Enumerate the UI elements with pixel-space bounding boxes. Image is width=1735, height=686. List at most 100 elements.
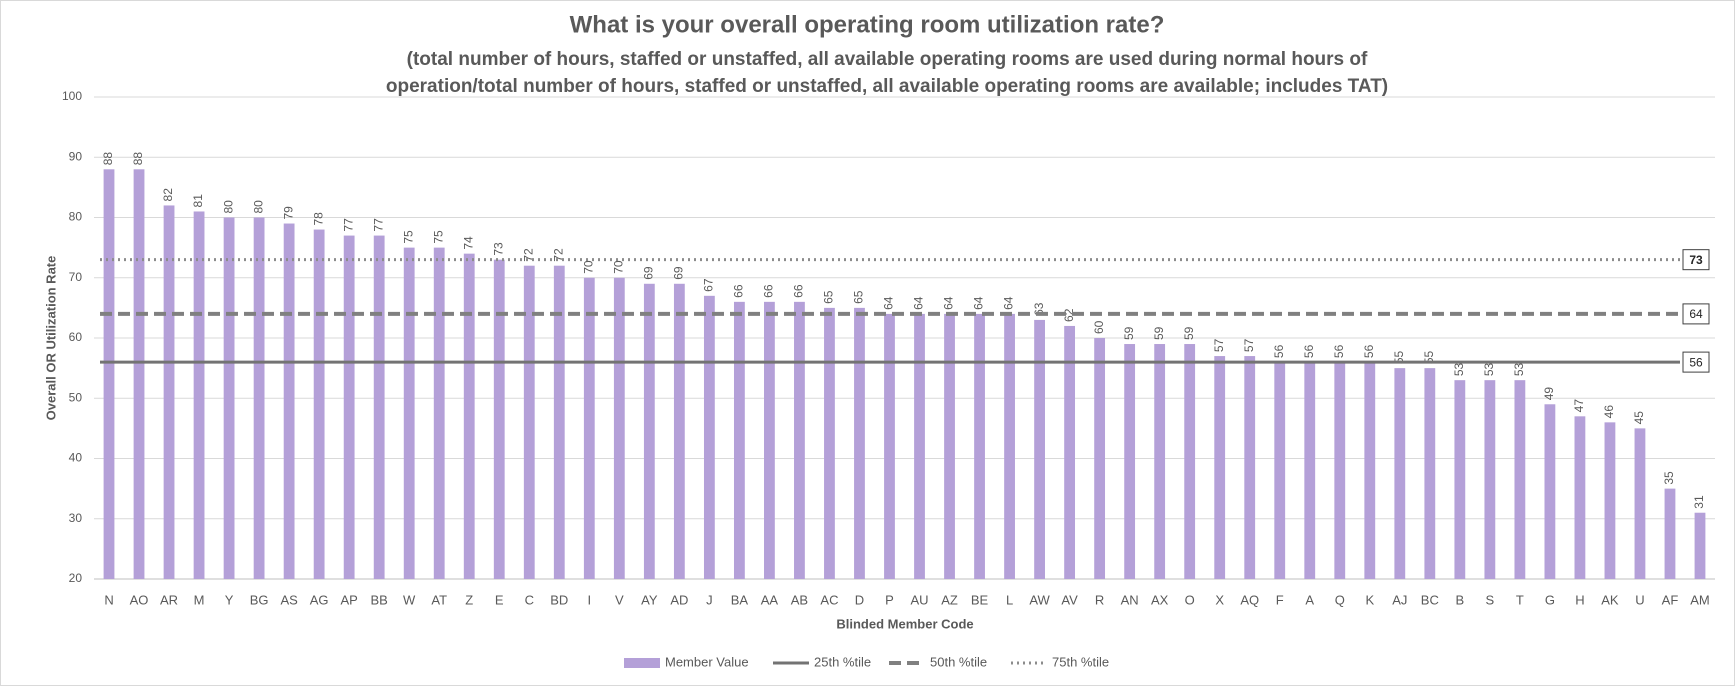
- bar: [283, 223, 295, 579]
- bar: [343, 235, 355, 579]
- x-tick-label: AC: [820, 592, 838, 607]
- data-label: 82: [161, 188, 175, 202]
- data-label: 66: [792, 284, 806, 298]
- bar: [854, 307, 865, 579]
- bar: [673, 283, 685, 579]
- legend-label: 75th %tile: [1052, 654, 1109, 669]
- bar: [733, 301, 745, 579]
- data-label: 53: [1452, 363, 1466, 377]
- data-label: 56: [1272, 344, 1286, 358]
- legend-swatch: [624, 658, 660, 668]
- x-tick-label: L: [1006, 592, 1013, 607]
- chart-subtitle: (total number of hours, staffed or unsta…: [407, 49, 1368, 70]
- bar: [1394, 368, 1406, 579]
- data-label: 65: [852, 290, 866, 304]
- bar: [313, 229, 325, 580]
- x-tick-label: T: [1516, 592, 1524, 607]
- data-label: 65: [822, 290, 836, 304]
- data-label: 57: [1242, 338, 1256, 352]
- legend-label: Member Value: [665, 654, 749, 669]
- y-tick-label: 30: [69, 511, 83, 525]
- x-tick-label: AX: [1151, 592, 1169, 607]
- data-label: 66: [762, 284, 776, 298]
- x-tick-label: AN: [1121, 592, 1139, 607]
- bar: [1214, 356, 1226, 579]
- y-tick-label: 90: [69, 149, 83, 163]
- x-tick-label: O: [1185, 592, 1195, 607]
- bar: [1094, 338, 1106, 579]
- x-tick-label: AO: [130, 592, 149, 607]
- x-tick-label: J: [706, 592, 713, 607]
- x-tick-label: AF: [1662, 592, 1679, 607]
- bar: [1184, 344, 1196, 579]
- percentile-label-box: [1682, 351, 1710, 373]
- x-tick-label: AB: [791, 592, 808, 607]
- bar: [1454, 380, 1466, 579]
- bar: [1484, 380, 1496, 579]
- data-label: 35: [1662, 471, 1676, 485]
- x-tick-label: G: [1545, 592, 1555, 607]
- bar: [613, 277, 625, 579]
- data-label: 74: [461, 236, 475, 250]
- bar: [193, 211, 205, 579]
- data-label: 88: [101, 152, 115, 166]
- bar: [914, 313, 925, 579]
- data-label: 66: [732, 284, 746, 298]
- bar: [403, 247, 415, 579]
- data-label: 80: [251, 200, 265, 214]
- percentile-label: 73: [1689, 253, 1703, 267]
- percentile-label-box: [1682, 249, 1710, 271]
- bar: [1514, 380, 1526, 579]
- bar: [1304, 362, 1316, 579]
- data-label: 79: [281, 206, 295, 220]
- bar: [553, 265, 565, 579]
- x-tick-label: M: [194, 592, 205, 607]
- bar: [163, 205, 175, 579]
- x-tick-label: Q: [1335, 592, 1345, 607]
- x-tick-label: BD: [550, 592, 568, 607]
- y-tick-label: 20: [69, 571, 83, 585]
- data-label: 72: [551, 248, 565, 262]
- x-tick-label: K: [1365, 592, 1374, 607]
- x-tick-label: C: [525, 592, 534, 607]
- bar: [253, 217, 265, 579]
- x-tick-label: R: [1095, 592, 1104, 607]
- x-tick-label: B: [1456, 592, 1465, 607]
- x-tick-label: AD: [670, 592, 688, 607]
- data-label: 70: [581, 260, 595, 274]
- bar: [1664, 488, 1676, 579]
- y-tick-label: 80: [69, 210, 83, 224]
- bar: [433, 247, 445, 579]
- data-label: 53: [1512, 363, 1526, 377]
- x-tick-label: P: [885, 592, 894, 607]
- data-label: 64: [972, 296, 986, 310]
- x-tick-label: X: [1215, 592, 1224, 607]
- x-tick-label: AY: [641, 592, 658, 607]
- data-label: 64: [882, 296, 896, 310]
- data-label: 64: [912, 296, 926, 310]
- bar: [974, 313, 985, 579]
- x-tick-label: F: [1276, 592, 1284, 607]
- bar: [1364, 362, 1376, 579]
- data-label: 56: [1302, 344, 1316, 358]
- percentile-label-box: [1682, 303, 1710, 325]
- x-tick-label: U: [1635, 592, 1644, 607]
- bar: [1424, 368, 1436, 579]
- percentile-label: 56: [1689, 355, 1703, 369]
- x-tick-label: BA: [731, 592, 749, 607]
- bar: [944, 313, 955, 579]
- x-tick-label: A: [1305, 592, 1314, 607]
- chart-title: What is your overall operating room util…: [570, 11, 1165, 38]
- bar: [1154, 344, 1166, 579]
- legend-label: 25th %tile: [814, 654, 871, 669]
- data-label: 78: [311, 212, 325, 226]
- data-label: 73: [491, 242, 505, 256]
- bar: [373, 235, 385, 579]
- bar: [1634, 428, 1646, 579]
- x-axis-title: Blinded Member Code: [836, 616, 973, 631]
- bar: [1274, 362, 1286, 579]
- x-tick-label: Z: [465, 592, 473, 607]
- y-tick-label: 100: [62, 89, 82, 103]
- data-label: 69: [642, 266, 656, 280]
- x-tick-label: BC: [1421, 592, 1439, 607]
